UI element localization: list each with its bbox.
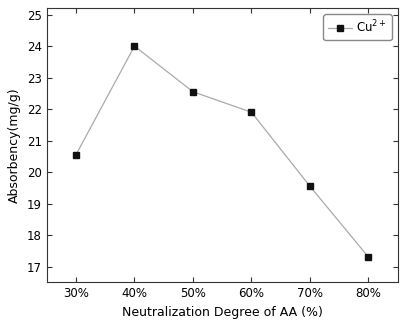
Cu$^{2+}$ bbox=[307, 184, 311, 188]
Cu$^{2+}$ bbox=[190, 90, 195, 94]
Cu$^{2+}$ bbox=[132, 44, 136, 48]
Line: Cu$^{2+}$: Cu$^{2+}$ bbox=[73, 43, 370, 260]
X-axis label: Neutralization Degree of AA (%): Neutralization Degree of AA (%) bbox=[122, 306, 322, 319]
Cu$^{2+}$ bbox=[365, 255, 370, 259]
Cu$^{2+}$ bbox=[248, 110, 253, 114]
Cu$^{2+}$ bbox=[73, 153, 78, 157]
Legend: Cu$^{2+}$: Cu$^{2+}$ bbox=[322, 14, 391, 40]
Y-axis label: Absorbency(mg/g): Absorbency(mg/g) bbox=[9, 88, 21, 203]
